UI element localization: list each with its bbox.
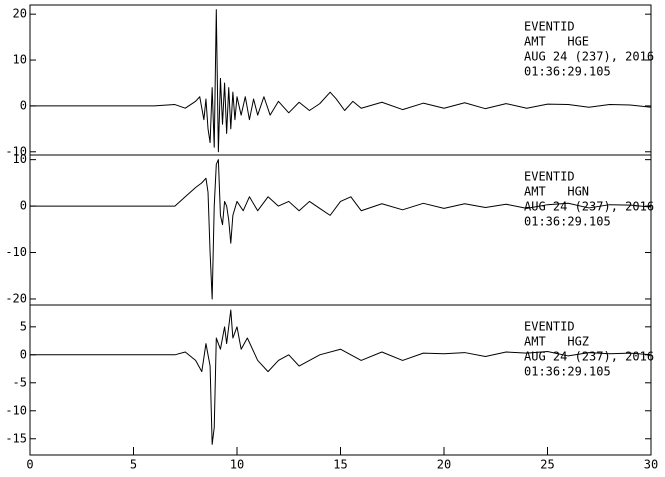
- trace-info: EVENTID: [524, 20, 575, 34]
- x-tick-label: 10: [230, 458, 244, 472]
- waveform: [30, 159, 652, 300]
- x-tick-label: 5: [130, 458, 137, 472]
- trace-info: 01:36:29.105: [524, 215, 611, 229]
- x-tick-label: 25: [540, 458, 554, 472]
- trace-info: AUG 24 (237), 2016: [524, 50, 654, 64]
- trace-info: AMT HGZ: [524, 335, 589, 349]
- y-tick-label: -10: [5, 403, 27, 417]
- x-tick-label: 20: [437, 458, 451, 472]
- x-tick-label: 0: [26, 458, 33, 472]
- y-tick-label: -15: [5, 431, 27, 445]
- trace-info: AMT HGE: [524, 35, 589, 49]
- y-tick-label: 5: [20, 319, 27, 333]
- trace-info: 01:36:29.105: [524, 365, 611, 379]
- trace-info: AMT HGN: [524, 185, 589, 199]
- y-tick-label: 20: [13, 7, 27, 21]
- x-tick-label: 30: [644, 458, 658, 472]
- trace-info: EVENTID: [524, 320, 575, 334]
- waveform: [30, 9, 652, 153]
- trace-info: AUG 24 (237), 2016: [524, 200, 654, 214]
- y-tick-label: 10: [13, 152, 27, 166]
- y-tick-label: -5: [13, 375, 27, 389]
- trace-info: EVENTID: [524, 170, 575, 184]
- y-tick-label: -10: [5, 245, 27, 259]
- trace-info: AUG 24 (237), 2016: [524, 350, 654, 364]
- x-tick-label: 15: [333, 458, 347, 472]
- waveform: [30, 309, 652, 445]
- trace-info: 01:36:29.105: [524, 65, 611, 79]
- y-tick-label: 0: [20, 347, 27, 361]
- y-tick-label: -20: [5, 291, 27, 305]
- y-tick-label: 0: [20, 199, 27, 213]
- y-tick-label: 10: [13, 53, 27, 67]
- y-tick-label: -10: [5, 144, 27, 158]
- y-tick-label: 0: [20, 98, 27, 112]
